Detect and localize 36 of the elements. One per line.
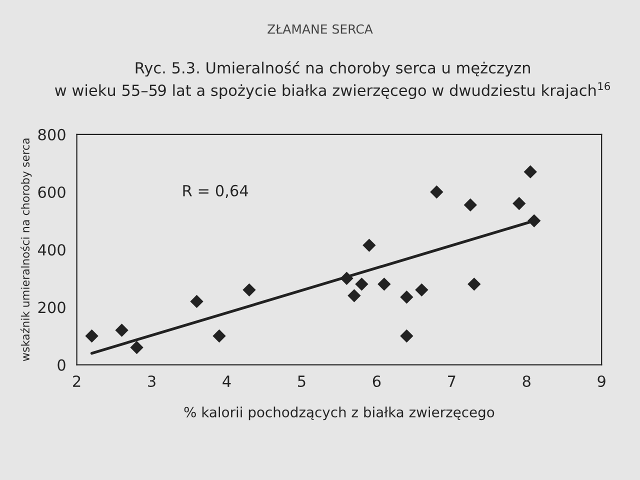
point bbox=[512, 196, 526, 210]
point bbox=[468, 278, 481, 291]
point bbox=[355, 278, 368, 291]
x-tick-label: 4 bbox=[222, 376, 231, 387]
x-tick-label: 7 bbox=[448, 376, 456, 387]
point bbox=[378, 278, 391, 291]
chart-title: Ryc. 5.3. Umieralność na choroby serca u mężczyzn w wieku 55–59 lat a spożycie białka zwierzęcego w dwudziestu krajach$^{16}$ bbox=[55, 61, 610, 100]
point bbox=[400, 329, 414, 343]
point bbox=[348, 289, 361, 302]
y-tick-label: 800 bbox=[38, 128, 66, 140]
x-axis-title: % kalorii pochodzących z białka zwierzęcego bbox=[184, 406, 494, 420]
point bbox=[190, 294, 204, 308]
point bbox=[212, 329, 226, 343]
y-tick-label: 400 bbox=[38, 244, 66, 256]
point bbox=[415, 283, 428, 297]
x-tick-label: 9 bbox=[598, 375, 606, 388]
x-tick-label: 3 bbox=[148, 375, 156, 388]
y-axis-title: wskaźnik umieralności na choroby serca bbox=[20, 138, 32, 362]
chart-subtitle: ZŁAMANE SERCA bbox=[268, 24, 373, 34]
point bbox=[524, 165, 537, 178]
y-tick-label: 0 bbox=[58, 359, 66, 371]
point bbox=[115, 324, 128, 337]
point bbox=[430, 185, 444, 199]
x-tick-label: 8 bbox=[522, 375, 530, 388]
point bbox=[464, 198, 477, 212]
point bbox=[130, 340, 144, 354]
point bbox=[362, 238, 376, 252]
point bbox=[400, 290, 414, 304]
point bbox=[242, 283, 256, 297]
x-tick-label: 5 bbox=[298, 376, 306, 388]
point bbox=[85, 329, 98, 343]
x-tick-label: 2 bbox=[73, 375, 80, 387]
x-tick-label: 6 bbox=[372, 375, 381, 388]
y-tick-label: 600 bbox=[38, 186, 66, 198]
y-tick-label: 200 bbox=[38, 302, 66, 314]
annotation: R = 0,64 bbox=[183, 184, 248, 198]
